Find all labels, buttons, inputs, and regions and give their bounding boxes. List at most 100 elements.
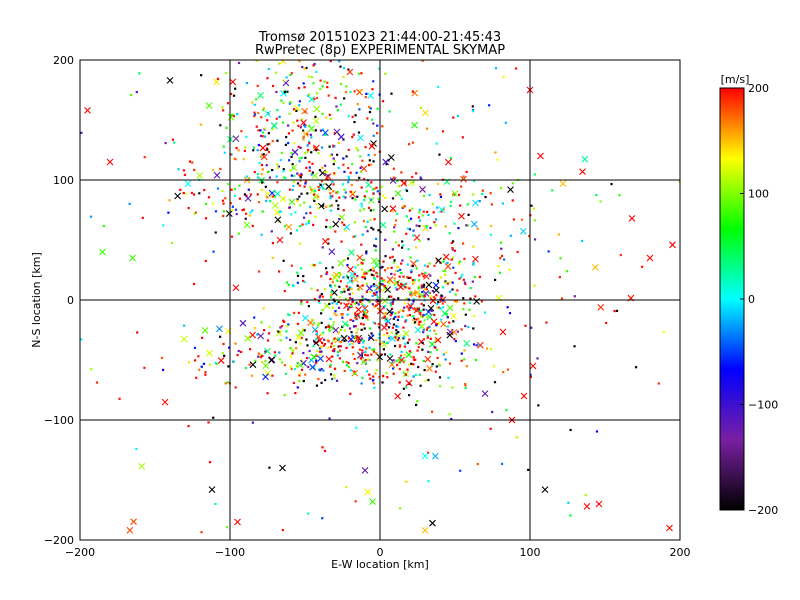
data-point-dot bbox=[292, 184, 295, 188]
data-point-dot bbox=[481, 192, 484, 196]
data-point-dot bbox=[451, 288, 454, 291]
data-point-dot bbox=[349, 190, 352, 193]
data-point-dot bbox=[399, 361, 402, 364]
data-point-dot bbox=[365, 282, 369, 285]
data-point-cross bbox=[360, 165, 368, 172]
data-point-dot bbox=[305, 66, 308, 70]
data-point-dot bbox=[444, 281, 448, 284]
data-point-cross bbox=[84, 107, 91, 114]
data-point-dot bbox=[453, 222, 456, 225]
data-point-dot bbox=[406, 368, 409, 371]
data-point-dot bbox=[262, 307, 265, 310]
data-point-dot bbox=[260, 361, 264, 364]
data-point-dot bbox=[340, 313, 343, 317]
data-point-dot bbox=[293, 311, 296, 315]
data-point-dot bbox=[303, 152, 307, 155]
data-point-cross bbox=[473, 297, 480, 305]
data-point-dot bbox=[428, 193, 431, 197]
data-point-dot bbox=[365, 250, 368, 253]
colorbar-tick-label: 100 bbox=[748, 188, 769, 201]
data-point-dot bbox=[440, 210, 443, 213]
data-point-dot bbox=[315, 359, 318, 362]
data-point-cross bbox=[316, 336, 324, 344]
data-point-dot bbox=[458, 262, 461, 265]
data-point-dot bbox=[372, 228, 375, 231]
data-point-dot bbox=[337, 338, 340, 341]
data-point-dot bbox=[396, 281, 399, 284]
data-point-dot bbox=[508, 268, 511, 271]
data-point-dot bbox=[320, 180, 324, 183]
data-point-dot bbox=[460, 359, 463, 362]
data-point-cross bbox=[313, 144, 320, 152]
data-point-dot bbox=[251, 224, 254, 228]
data-point-cross bbox=[271, 202, 279, 209]
data-point-dot bbox=[297, 145, 300, 149]
data-point-cross bbox=[259, 144, 267, 152]
data-point-dot bbox=[293, 142, 296, 145]
data-point-dot bbox=[323, 343, 327, 346]
data-point-dot bbox=[435, 218, 438, 221]
data-point-cross bbox=[595, 500, 603, 508]
data-point-dot bbox=[234, 342, 237, 345]
data-point-dot bbox=[263, 329, 266, 332]
data-point-dot bbox=[80, 131, 83, 134]
data-point-cross bbox=[243, 221, 251, 229]
data-point-dot bbox=[188, 160, 192, 163]
data-point-dot bbox=[431, 363, 434, 366]
data-point-dot bbox=[284, 372, 288, 375]
data-point-dot bbox=[170, 241, 174, 245]
data-point-cross bbox=[332, 220, 340, 228]
data-point-dot bbox=[456, 289, 459, 292]
data-point-dot bbox=[490, 224, 493, 227]
data-point-dot bbox=[385, 162, 388, 166]
data-point-dot bbox=[569, 428, 572, 432]
data-point-dot bbox=[324, 378, 327, 382]
data-point-dot bbox=[398, 344, 402, 347]
data-point-dot bbox=[448, 413, 451, 416]
data-point-dot bbox=[298, 195, 301, 198]
data-point-dot bbox=[395, 269, 398, 273]
data-point-dot bbox=[400, 283, 403, 286]
data-point-dot bbox=[392, 372, 395, 375]
data-point-dot bbox=[364, 313, 368, 316]
data-point-dot bbox=[499, 241, 503, 244]
data-point-dot bbox=[223, 151, 226, 154]
data-point-dot bbox=[395, 325, 398, 328]
data-point-dot bbox=[403, 359, 406, 362]
data-point-dot bbox=[327, 94, 330, 97]
data-point-dot bbox=[341, 221, 344, 224]
data-point-dot bbox=[313, 189, 317, 193]
data-point-dot bbox=[395, 332, 398, 335]
data-point-dot bbox=[468, 301, 472, 304]
data-point-dot bbox=[362, 219, 366, 223]
data-point-dot bbox=[256, 173, 260, 176]
x-axis-label: E-W location [km] bbox=[331, 558, 429, 571]
data-point-dot bbox=[173, 141, 176, 144]
data-point-dot bbox=[412, 234, 415, 237]
data-point-dot bbox=[418, 312, 421, 315]
data-point-dot bbox=[218, 335, 222, 338]
data-point-cross bbox=[425, 308, 432, 316]
data-point-dot bbox=[372, 134, 375, 137]
data-point-dot bbox=[421, 214, 424, 217]
data-point-dot bbox=[301, 223, 304, 226]
data-point-dot bbox=[241, 208, 244, 212]
data-point-dot bbox=[360, 205, 363, 208]
data-point-dot bbox=[368, 346, 371, 349]
data-point-dot bbox=[365, 252, 368, 255]
data-point-dot bbox=[406, 341, 409, 344]
data-point-dot bbox=[442, 208, 445, 211]
data-point-dot bbox=[412, 180, 415, 183]
data-point-dot bbox=[296, 200, 299, 203]
data-point-dot bbox=[533, 173, 536, 176]
data-point-dot bbox=[222, 202, 225, 205]
data-point-dot bbox=[412, 363, 415, 366]
data-point-dot bbox=[399, 356, 403, 359]
data-point-dot bbox=[434, 370, 437, 373]
data-point-dot bbox=[364, 225, 367, 229]
data-point-dot bbox=[383, 269, 387, 272]
data-point-dot bbox=[365, 370, 368, 373]
data-point-dot bbox=[421, 272, 424, 275]
data-point-dot bbox=[567, 501, 570, 504]
data-point-dot bbox=[336, 153, 339, 156]
